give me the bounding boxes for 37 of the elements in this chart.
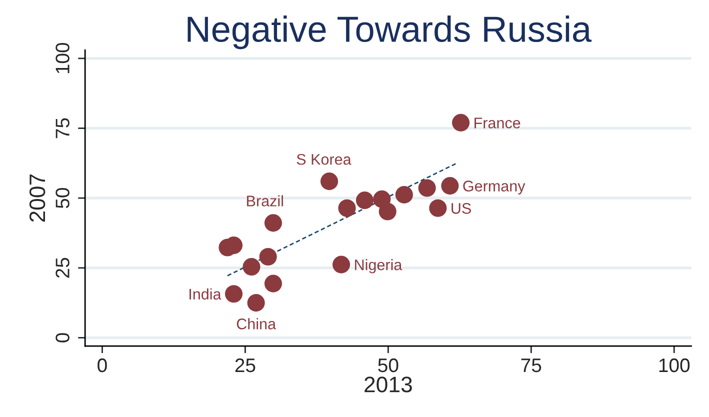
y-tick-label: 0 <box>56 333 70 342</box>
x-tick-label: 50 <box>378 358 398 372</box>
x-axis-title: 2013 <box>364 376 412 392</box>
point <box>242 258 260 276</box>
annotation: Nigeria <box>355 259 402 274</box>
y-tick-label: 100 <box>56 42 70 74</box>
x-tick-label: 0 <box>98 358 107 372</box>
y-tick-label: 75 <box>56 118 70 138</box>
point <box>441 177 459 195</box>
annotation: Germany <box>463 180 526 195</box>
x-tick-label: 25 <box>235 358 256 372</box>
point <box>452 114 470 132</box>
point <box>320 172 338 190</box>
annotation: Brazil <box>247 195 283 206</box>
annotation: US <box>452 203 471 214</box>
point <box>332 256 350 274</box>
x-tick-label: 100 <box>659 358 690 372</box>
annotation: France <box>474 118 520 128</box>
point <box>356 192 374 210</box>
point <box>418 179 436 197</box>
point <box>259 248 277 266</box>
y-axis-title: 2007 <box>29 174 46 222</box>
point <box>264 274 282 292</box>
y-tick-label: 25 <box>56 258 70 278</box>
point <box>338 199 356 217</box>
annotation: S Korea <box>296 154 352 165</box>
point <box>264 214 282 232</box>
chart-title: Negative Towards Russia <box>188 16 592 50</box>
x-tick-label: 75 <box>521 358 542 372</box>
point <box>429 199 447 217</box>
point <box>395 186 413 204</box>
annotation: India <box>190 288 222 300</box>
point <box>224 285 243 303</box>
y-tick-label: 50 <box>56 188 70 208</box>
point <box>378 202 396 220</box>
point <box>247 294 265 312</box>
annotation: China <box>236 318 276 330</box>
